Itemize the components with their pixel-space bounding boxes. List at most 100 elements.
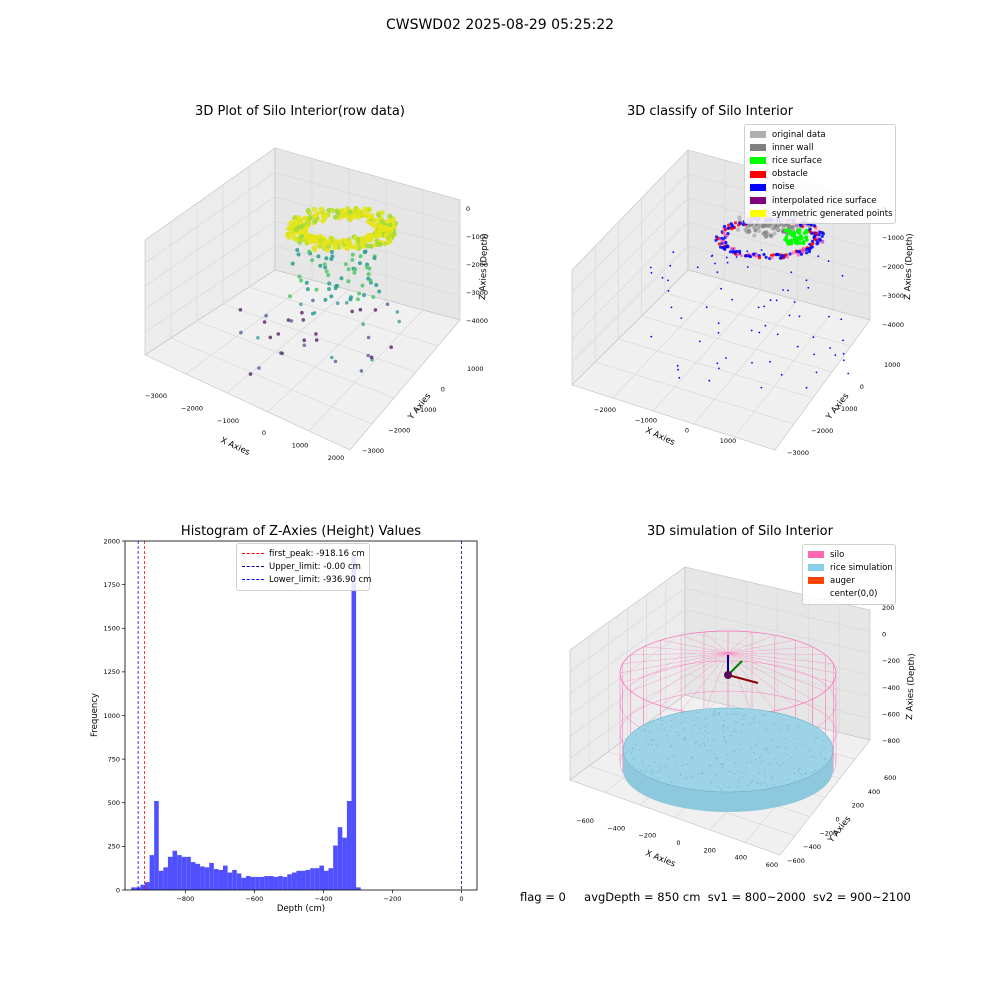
silo-roof-line xyxy=(727,652,837,674)
rice-point xyxy=(656,727,658,729)
data-point xyxy=(262,320,267,324)
tick-label: 200 xyxy=(703,846,715,854)
data-point xyxy=(740,254,744,258)
panel3-bars xyxy=(131,556,361,890)
rice-point xyxy=(668,767,670,769)
legend-label: rice surface xyxy=(772,155,822,166)
data-point xyxy=(736,252,740,257)
panel1-xlabel: X Axies xyxy=(219,436,252,459)
data-point xyxy=(355,297,360,302)
data-point xyxy=(366,272,371,277)
x-tick-label: −200 xyxy=(384,895,402,903)
histogram-bar xyxy=(245,876,251,890)
rice-point xyxy=(776,746,778,749)
data-point xyxy=(322,262,327,267)
rice-point xyxy=(652,774,654,776)
data-point xyxy=(268,335,273,340)
data-point xyxy=(747,254,751,258)
rice-point xyxy=(712,714,715,716)
rice-point xyxy=(652,770,654,772)
data-point xyxy=(294,226,300,232)
data-point xyxy=(842,359,845,362)
rice-point xyxy=(746,762,748,764)
data-point xyxy=(302,228,308,234)
data-point xyxy=(356,208,362,214)
rice-point xyxy=(796,738,798,740)
rice-point xyxy=(738,778,740,780)
histogram-bar xyxy=(333,845,338,890)
data-point xyxy=(793,231,797,235)
silo-roof-line xyxy=(660,639,729,654)
data-point xyxy=(763,223,768,228)
data-point xyxy=(757,256,762,260)
rice-point xyxy=(704,730,706,732)
legend-swatch xyxy=(808,577,824,585)
data-point xyxy=(775,299,778,302)
silo-roof-line xyxy=(703,631,729,654)
data-point xyxy=(768,233,774,238)
data-point xyxy=(353,245,359,251)
rice-point xyxy=(820,745,822,747)
rice-point xyxy=(678,734,680,736)
legend-entry: symmetric generated points xyxy=(750,207,893,220)
data-point xyxy=(362,293,366,298)
rice-point xyxy=(710,782,712,784)
data-point xyxy=(676,364,679,367)
rice-point xyxy=(725,787,727,789)
tick-label: −200 xyxy=(882,657,900,665)
data-point xyxy=(810,239,815,243)
data-point xyxy=(299,278,304,283)
data-point xyxy=(374,283,379,287)
gridline xyxy=(595,361,795,425)
panel3-title: Histogram of Z-Axies (Height) Values xyxy=(180,524,422,539)
rice-point xyxy=(771,776,774,778)
histogram-bar xyxy=(236,873,242,890)
data-point xyxy=(383,225,389,231)
data-point xyxy=(770,256,774,260)
data-point xyxy=(388,227,394,233)
data-point xyxy=(812,224,816,228)
data-point xyxy=(365,262,370,267)
data-point xyxy=(813,237,817,242)
histogram-bar xyxy=(204,867,210,890)
rice-point xyxy=(663,728,665,730)
data-point xyxy=(790,224,795,230)
data-point xyxy=(752,252,756,256)
tick-label: 0 xyxy=(466,205,470,213)
rice-surface xyxy=(622,707,834,793)
histogram-bar xyxy=(149,855,155,890)
rice-point xyxy=(804,744,806,747)
rice-point xyxy=(692,775,694,777)
rice-point xyxy=(722,726,724,728)
rice-point xyxy=(793,767,795,769)
data-point xyxy=(279,351,283,355)
rice-point xyxy=(733,773,736,775)
tick-label: −200 xyxy=(638,832,656,840)
data-point xyxy=(369,213,375,219)
histogram-bar xyxy=(264,876,269,890)
tick-label: −2000 xyxy=(882,263,904,271)
data-point xyxy=(366,353,371,358)
data-point xyxy=(385,235,391,241)
rice-point xyxy=(631,748,633,750)
silo-roof-line xyxy=(727,634,775,654)
rice-point xyxy=(644,771,646,774)
histogram-bar xyxy=(177,855,182,890)
tick-label: −1000 xyxy=(836,405,858,413)
rice-point xyxy=(625,752,627,754)
rice-point xyxy=(684,737,686,739)
rice-point xyxy=(793,772,795,774)
tick-label: 0 xyxy=(685,427,689,435)
data-point xyxy=(326,273,331,278)
rice-point xyxy=(681,764,683,766)
gridline xyxy=(274,245,461,297)
data-point xyxy=(324,269,329,274)
rice-point xyxy=(741,771,743,773)
legend-label: original data xyxy=(772,129,826,140)
rice-point xyxy=(726,713,728,715)
data-point xyxy=(316,254,321,259)
rice-point xyxy=(764,775,766,777)
histogram-bar xyxy=(287,874,292,890)
legend-entry: obstacle xyxy=(750,168,890,181)
data-point xyxy=(362,250,367,255)
